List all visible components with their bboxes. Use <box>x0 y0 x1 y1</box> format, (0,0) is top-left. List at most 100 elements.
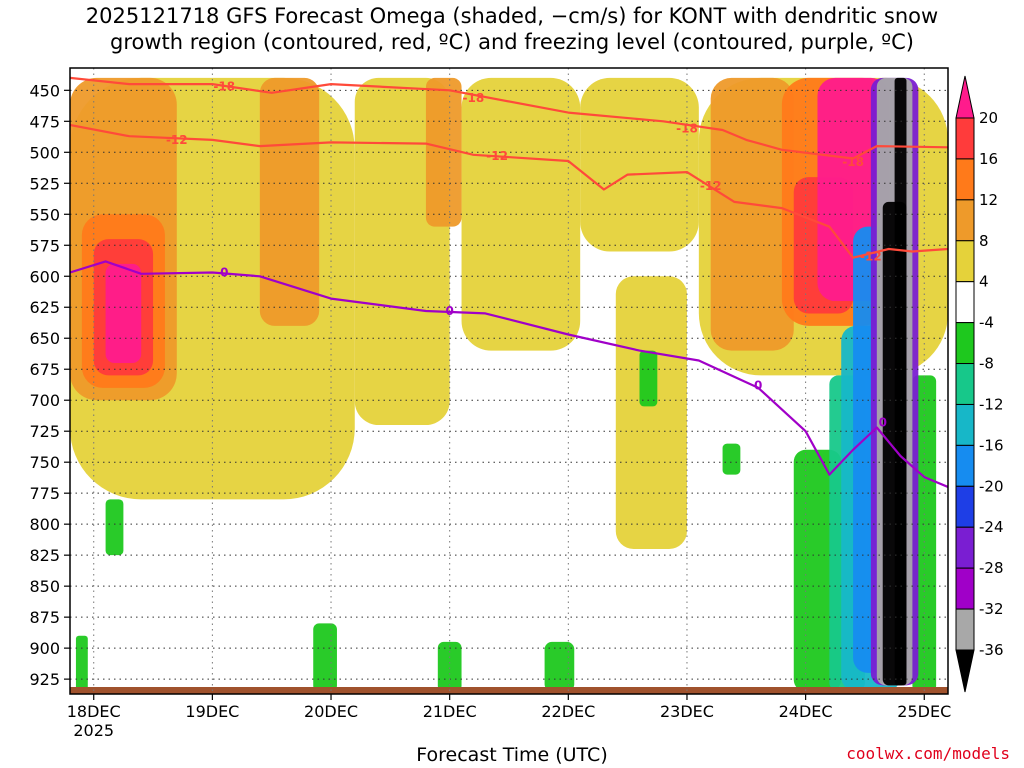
omega-region-neg8 <box>105 499 124 556</box>
colorbar-label-neg36: -36 <box>979 641 1004 659</box>
x-tick-label-20DEC: 20DEC <box>304 702 358 721</box>
colorbar-label-4: 4 <box>979 273 989 291</box>
colorbar-swatch-12 <box>955 608 975 651</box>
y-tick-label-800: 800 <box>29 515 60 534</box>
plot-area: -18 -18 -18 -18 -12 -12 -12 -12 0 0 0 0 <box>69 67 949 695</box>
omega-region-4 <box>580 77 699 252</box>
y-axis-ticks: 450 475 500 525 550 575 600 625 650 675 700 725 750 7… <box>29 81 70 689</box>
omega-region-8 <box>259 77 320 326</box>
colorbar-label-neg28: -28 <box>979 559 1004 577</box>
y-tick-label-500: 500 <box>29 143 60 162</box>
colorbar-swatch-7 <box>955 403 975 446</box>
omega-region-neg36 <box>894 77 907 686</box>
plot-frame <box>69 67 949 695</box>
y-tick-label-750: 750 <box>29 453 60 472</box>
omega-region-4 <box>461 77 581 351</box>
y-tick-label-475: 475 <box>29 112 60 131</box>
dgz-minus12-line <box>70 123 948 259</box>
y-tick-label-675: 675 <box>29 360 60 379</box>
x-tick-label-21DEC: 21DEC <box>423 702 477 721</box>
omega-region-8 <box>425 77 462 227</box>
freezing-level-line <box>70 260 948 489</box>
contour-label-11: 0 <box>879 416 887 430</box>
omega-region-neg8 <box>722 443 741 475</box>
contour-label-7: -12 <box>860 249 882 263</box>
contour-label-4: -12 <box>166 133 188 147</box>
colorbar-label-8: 8 <box>979 232 989 250</box>
colorbar-swatch-5 <box>955 322 975 365</box>
contour-label-6: -12 <box>700 179 722 193</box>
colorbar-swatch-0 <box>955 117 975 160</box>
colorbar-swatch-2 <box>955 199 975 242</box>
colorbar: 20 16 12 8 4 -4 -8 -12 -16 -20 -24 -28 -32 -36 <box>955 75 1004 693</box>
y-tick-label-875: 875 <box>29 608 60 627</box>
colorbar-swatch-3 <box>955 240 975 283</box>
y-tick-label-575: 575 <box>29 236 60 255</box>
y-tick-label-450: 450 <box>29 81 60 100</box>
x-tick-label-25DEC: 25DEC <box>897 702 951 721</box>
chart-title-line-2: growth region (contoured, red, ºC) and f… <box>110 30 914 54</box>
y-tick-label-725: 725 <box>29 422 60 441</box>
colorbar-top-arrow <box>955 75 975 119</box>
colorbar-swatch-1 <box>955 158 975 201</box>
x-tick-label-22DEC: 22DEC <box>541 702 595 721</box>
colorbar-swatch-11 <box>955 567 975 610</box>
x-axis-label: Forecast Time (UTC) <box>416 744 608 766</box>
y-tick-label-900: 900 <box>29 639 60 658</box>
x-tick-label-19DEC: 19DEC <box>185 702 239 721</box>
omega-shading <box>70 77 948 692</box>
y-tick-label-600: 600 <box>29 267 60 286</box>
colorbar-label-12: 12 <box>979 191 998 209</box>
y-tick-label-775: 775 <box>29 484 60 503</box>
x-tick-sublabel: 2025 <box>73 721 114 740</box>
colorbar-label-neg8: -8 <box>979 355 994 373</box>
x-tick-label-18DEC: 18DEC <box>67 702 121 721</box>
colorbar-swatch-6 <box>955 363 975 405</box>
y-tick-label-650: 650 <box>29 329 60 348</box>
dgz-minus18-line <box>70 76 948 160</box>
colorbar-label-neg32: -32 <box>979 600 1004 618</box>
contour-label-0: -18 <box>213 80 235 94</box>
ground-strip <box>70 687 948 694</box>
contour-label-2: -18 <box>676 122 698 136</box>
y-tick-label-625: 625 <box>29 298 60 317</box>
omega-region-neg8 <box>639 350 658 407</box>
omega-region-4 <box>615 276 687 549</box>
contour-label-10: 0 <box>754 378 762 392</box>
contour-label-5: -12 <box>486 149 508 163</box>
colorbar-label-neg4: -4 <box>979 314 994 332</box>
colorbar-label-neg24: -24 <box>979 518 1004 536</box>
contour-lines <box>70 76 948 489</box>
omega-region-20 <box>105 263 142 364</box>
colorbar-label-neg12: -12 <box>979 395 1004 413</box>
y-tick-label-850: 850 <box>29 577 60 596</box>
y-tick-label-925: 925 <box>29 670 60 689</box>
colorbar-bottom-arrow <box>955 649 975 693</box>
colorbar-label-16: 16 <box>979 150 998 168</box>
omega-region-neg8 <box>313 623 337 692</box>
colorbar-swatch-4 <box>955 281 975 324</box>
credit-link[interactable]: coolwx.com/models <box>846 744 1010 763</box>
y-tick-label-550: 550 <box>29 205 60 224</box>
omega-region-neg8 <box>544 641 575 692</box>
omega-region-neg8 <box>75 635 88 692</box>
colorbar-label-neg16: -16 <box>979 436 1004 454</box>
contour-label-1: -18 <box>463 91 485 105</box>
contour-labels: -18 -18 -18 -18 -12 -12 -12 -12 0 0 0 0 <box>166 80 887 430</box>
contour-label-9: 0 <box>445 304 453 318</box>
contour-label-3: -18 <box>842 155 864 169</box>
colorbar-label-neg20: -20 <box>979 477 1004 495</box>
colorbar-swatch-10 <box>955 526 975 569</box>
colorbar-label-20: 20 <box>979 109 998 127</box>
ground-surface <box>70 687 948 694</box>
x-tick-label-24DEC: 24DEC <box>779 702 833 721</box>
y-tick-label-525: 525 <box>29 174 60 193</box>
colorbar-swatch-9 <box>955 485 975 528</box>
y-tick-label-825: 825 <box>29 546 60 565</box>
x-tick-label-23DEC: 23DEC <box>660 702 714 721</box>
colorbar-swatch-8 <box>955 444 975 487</box>
contour-label-8: 0 <box>220 266 228 280</box>
chart-title-line-1: 2025121718 GFS Forecast Omega (shaded, −… <box>85 4 939 28</box>
